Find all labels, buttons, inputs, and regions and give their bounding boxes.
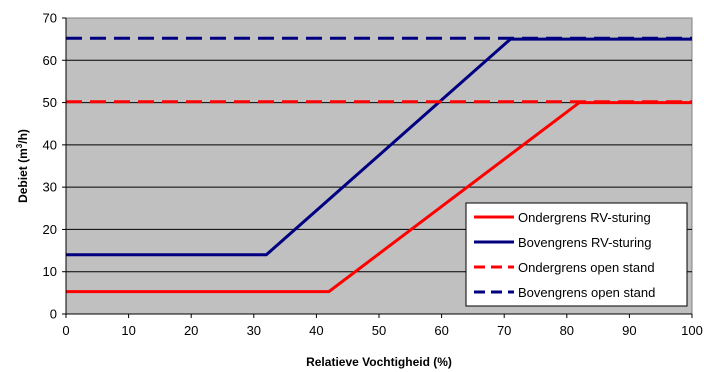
x-tick-label-0: 0 — [62, 323, 69, 338]
x-tick-label-20: 20 — [184, 323, 198, 338]
x-axis-title: Relatieve Vochtigheid (%) — [306, 355, 452, 369]
y-tick-label-0: 0 — [50, 307, 57, 322]
series-layer — [66, 36, 692, 294]
x-tick-label-80: 80 — [560, 323, 574, 338]
legend-label-1: Bovengrens RV-sturing — [518, 235, 651, 250]
y-tick-label-10: 10 — [43, 264, 57, 279]
y-axis-title-unit: /h) — [16, 129, 30, 144]
legend-label-2: Ondergrens open stand — [518, 260, 655, 275]
x-tick-label-90: 90 — [622, 323, 636, 338]
legend-label-0: Ondergrens RV-sturing — [518, 210, 651, 225]
x-tick-label-40: 40 — [309, 323, 323, 338]
x-tick-label-30: 30 — [247, 323, 261, 338]
y-tick-label-60: 60 — [43, 53, 57, 68]
y-axis-title-main: Debiet (m — [16, 148, 30, 203]
y-tick-label-20: 20 — [43, 222, 57, 237]
y-tick-label-70: 70 — [43, 11, 57, 26]
y-axis-title-superscript: 3 — [15, 143, 24, 148]
series-line-0 — [66, 101, 692, 294]
x-tick-label-70: 70 — [497, 323, 511, 338]
y-tick-label-30: 30 — [43, 180, 57, 195]
tick-labels: 0 10 20 30 40 50 60 70 0 10 20 30 40 50 60 70 80 90 100 — [43, 11, 703, 339]
legend-label-3: Bovengrens open stand — [518, 285, 655, 300]
axes-layer — [62, 17, 693, 318]
y-tick-label-40: 40 — [43, 137, 57, 152]
x-tick-label-10: 10 — [121, 323, 135, 338]
y-tick-label-50: 50 — [43, 95, 57, 110]
legend: Ondergrens RV-sturing Bovengrens RV-stur… — [465, 202, 688, 307]
y-axis-title: Debiet (m3/h) — [15, 129, 30, 203]
x-tick-label-50: 50 — [372, 323, 386, 338]
x-tick-label-60: 60 — [434, 323, 448, 338]
legend-box — [465, 202, 688, 307]
x-tick-label-100: 100 — [681, 323, 703, 338]
